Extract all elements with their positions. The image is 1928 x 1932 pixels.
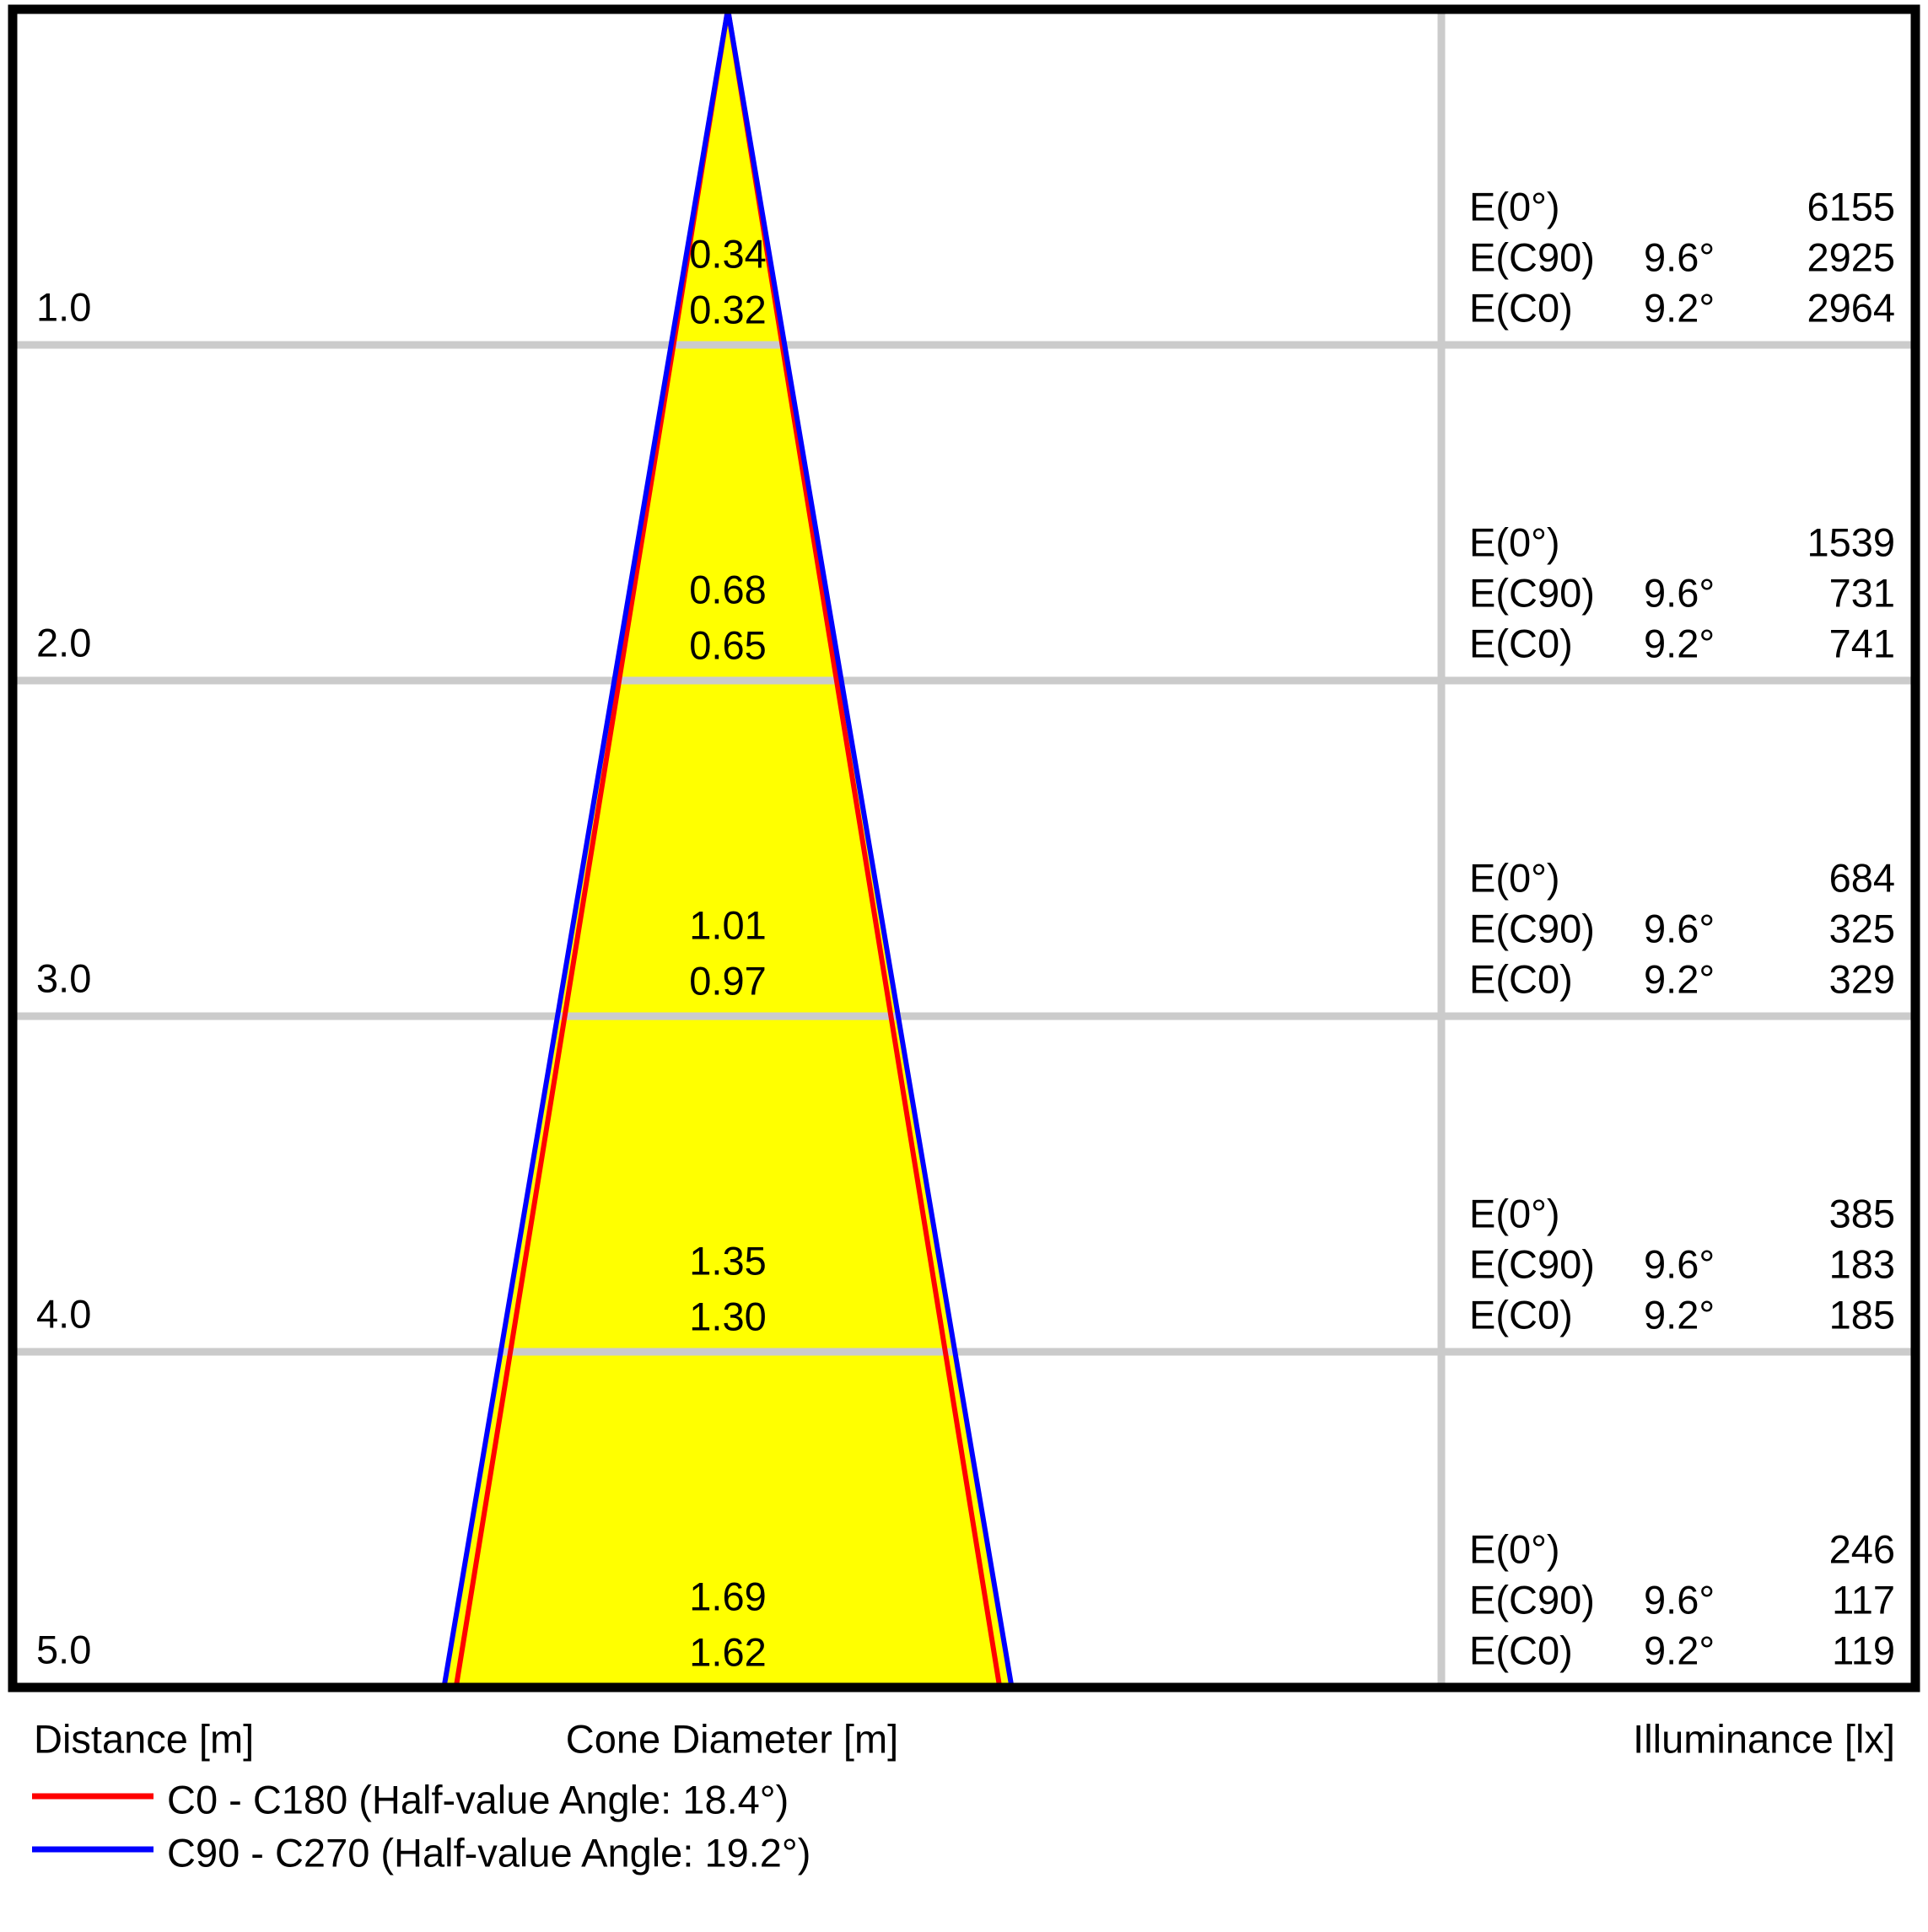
ec90-label: E(C90) — [1469, 1578, 1595, 1623]
ec90-label: E(C90) — [1469, 235, 1595, 280]
ec0-label: E(C0) — [1469, 1293, 1573, 1337]
ec0-angle: 9.2° — [1644, 286, 1715, 331]
ec0-label: E(C0) — [1469, 1628, 1573, 1673]
e0-label: E(0°) — [1469, 520, 1560, 565]
ec0-label: E(C0) — [1469, 957, 1573, 1002]
cone-diameter-axis-label: Cone Diameter [m] — [566, 1717, 898, 1762]
ec90-angle: 9.6° — [1644, 907, 1715, 951]
distance-label: 3.0 — [36, 956, 91, 1001]
ec90-angle: 9.6° — [1644, 1242, 1715, 1287]
ec0-angle: 9.2° — [1644, 622, 1715, 666]
distance-axis-label: Distance [m] — [34, 1717, 254, 1762]
table-row: 2.0 0.68 0.65 E(0°) 1539 E(C90) 9.6° 731… — [36, 520, 1895, 668]
distance-label: 4.0 — [36, 1292, 91, 1337]
gridlines — [17, 341, 1911, 1356]
distance-label: 1.0 — [36, 285, 91, 330]
distance-label: 2.0 — [36, 621, 91, 665]
legend: C0 - C180 (Half-value Angle: 18.4°) C90 … — [32, 1778, 811, 1875]
ec0-angle: 9.2° — [1644, 1293, 1715, 1337]
e0-value: 684 — [1829, 856, 1895, 901]
e0-label: E(0°) — [1469, 856, 1560, 901]
ec0-label: E(C0) — [1469, 622, 1573, 666]
ec0-value: 329 — [1829, 957, 1895, 1002]
cone-diameter-c90: 1.01 — [689, 903, 766, 948]
cone-diameter-c90: 0.68 — [689, 568, 766, 612]
ec90-angle: 9.6° — [1644, 235, 1715, 280]
ec0-label: E(C0) — [1469, 286, 1573, 331]
illuminance-axis-label: Illuminance [lx] — [1633, 1717, 1895, 1762]
cone-diameter-c90: 1.35 — [689, 1239, 766, 1284]
e0-label: E(0°) — [1469, 185, 1560, 229]
ec90-angle: 9.6° — [1644, 1578, 1715, 1623]
e0-label: E(0°) — [1469, 1527, 1560, 1572]
ec90-value: 325 — [1829, 907, 1895, 951]
table-row: 1.0 0.34 0.32 E(0°) 6155 E(C90) 9.6° 292… — [36, 185, 1895, 332]
cone-diameter-c0: 1.30 — [689, 1294, 766, 1339]
table-border — [8, 4, 1920, 1693]
axis-labels: Distance [m] Cone Diameter [m] Illuminan… — [34, 1717, 1895, 1762]
e0-value: 6155 — [1807, 185, 1895, 229]
ec90-value: 731 — [1829, 571, 1895, 616]
ec90-value: 2925 — [1807, 235, 1895, 280]
ec90-label: E(C90) — [1469, 571, 1595, 616]
distance-label: 5.0 — [36, 1628, 91, 1672]
cone-fill — [444, 9, 1012, 1687]
table-row: 3.0 1.01 0.97 E(0°) 684 E(C90) 9.6° 325 … — [36, 856, 1895, 1004]
ec0-value: 741 — [1829, 622, 1895, 666]
cone-diameter-c0: 0.97 — [689, 959, 766, 1004]
cone-diameter-c0: 0.65 — [689, 623, 766, 668]
e0-value: 246 — [1829, 1527, 1895, 1572]
legend-label-c0: C0 - C180 (Half-value Angle: 18.4°) — [167, 1778, 789, 1822]
ec90-value: 183 — [1829, 1242, 1895, 1287]
e0-value: 385 — [1829, 1192, 1895, 1236]
ec0-angle: 9.2° — [1644, 1628, 1715, 1673]
legend-label-c90: C90 - C270 (Half-value Angle: 19.2°) — [167, 1831, 811, 1875]
ec90-value: 117 — [1832, 1578, 1895, 1623]
e0-value: 1539 — [1807, 520, 1895, 565]
cone-diameter-c0: 0.32 — [689, 288, 766, 332]
table-row: 5.0 1.69 1.62 E(0°) 246 E(C90) 9.6° 117 … — [36, 1527, 1895, 1675]
cone-diameter-c90: 1.69 — [689, 1574, 766, 1619]
ec0-value: 119 — [1832, 1628, 1895, 1673]
ec90-label: E(C90) — [1469, 1242, 1595, 1287]
ec0-angle: 9.2° — [1644, 957, 1715, 1002]
ec0-value: 2964 — [1807, 286, 1895, 331]
cone-diameter-c90: 0.34 — [689, 232, 766, 277]
e0-label: E(0°) — [1469, 1192, 1560, 1236]
ec0-value: 185 — [1829, 1293, 1895, 1337]
cone-diameter-c0: 1.62 — [689, 1630, 766, 1675]
table-row: 4.0 1.35 1.30 E(0°) 385 E(C90) 9.6° 183 … — [36, 1192, 1895, 1339]
ec90-angle: 9.6° — [1644, 571, 1715, 616]
ec90-label: E(C90) — [1469, 907, 1595, 951]
